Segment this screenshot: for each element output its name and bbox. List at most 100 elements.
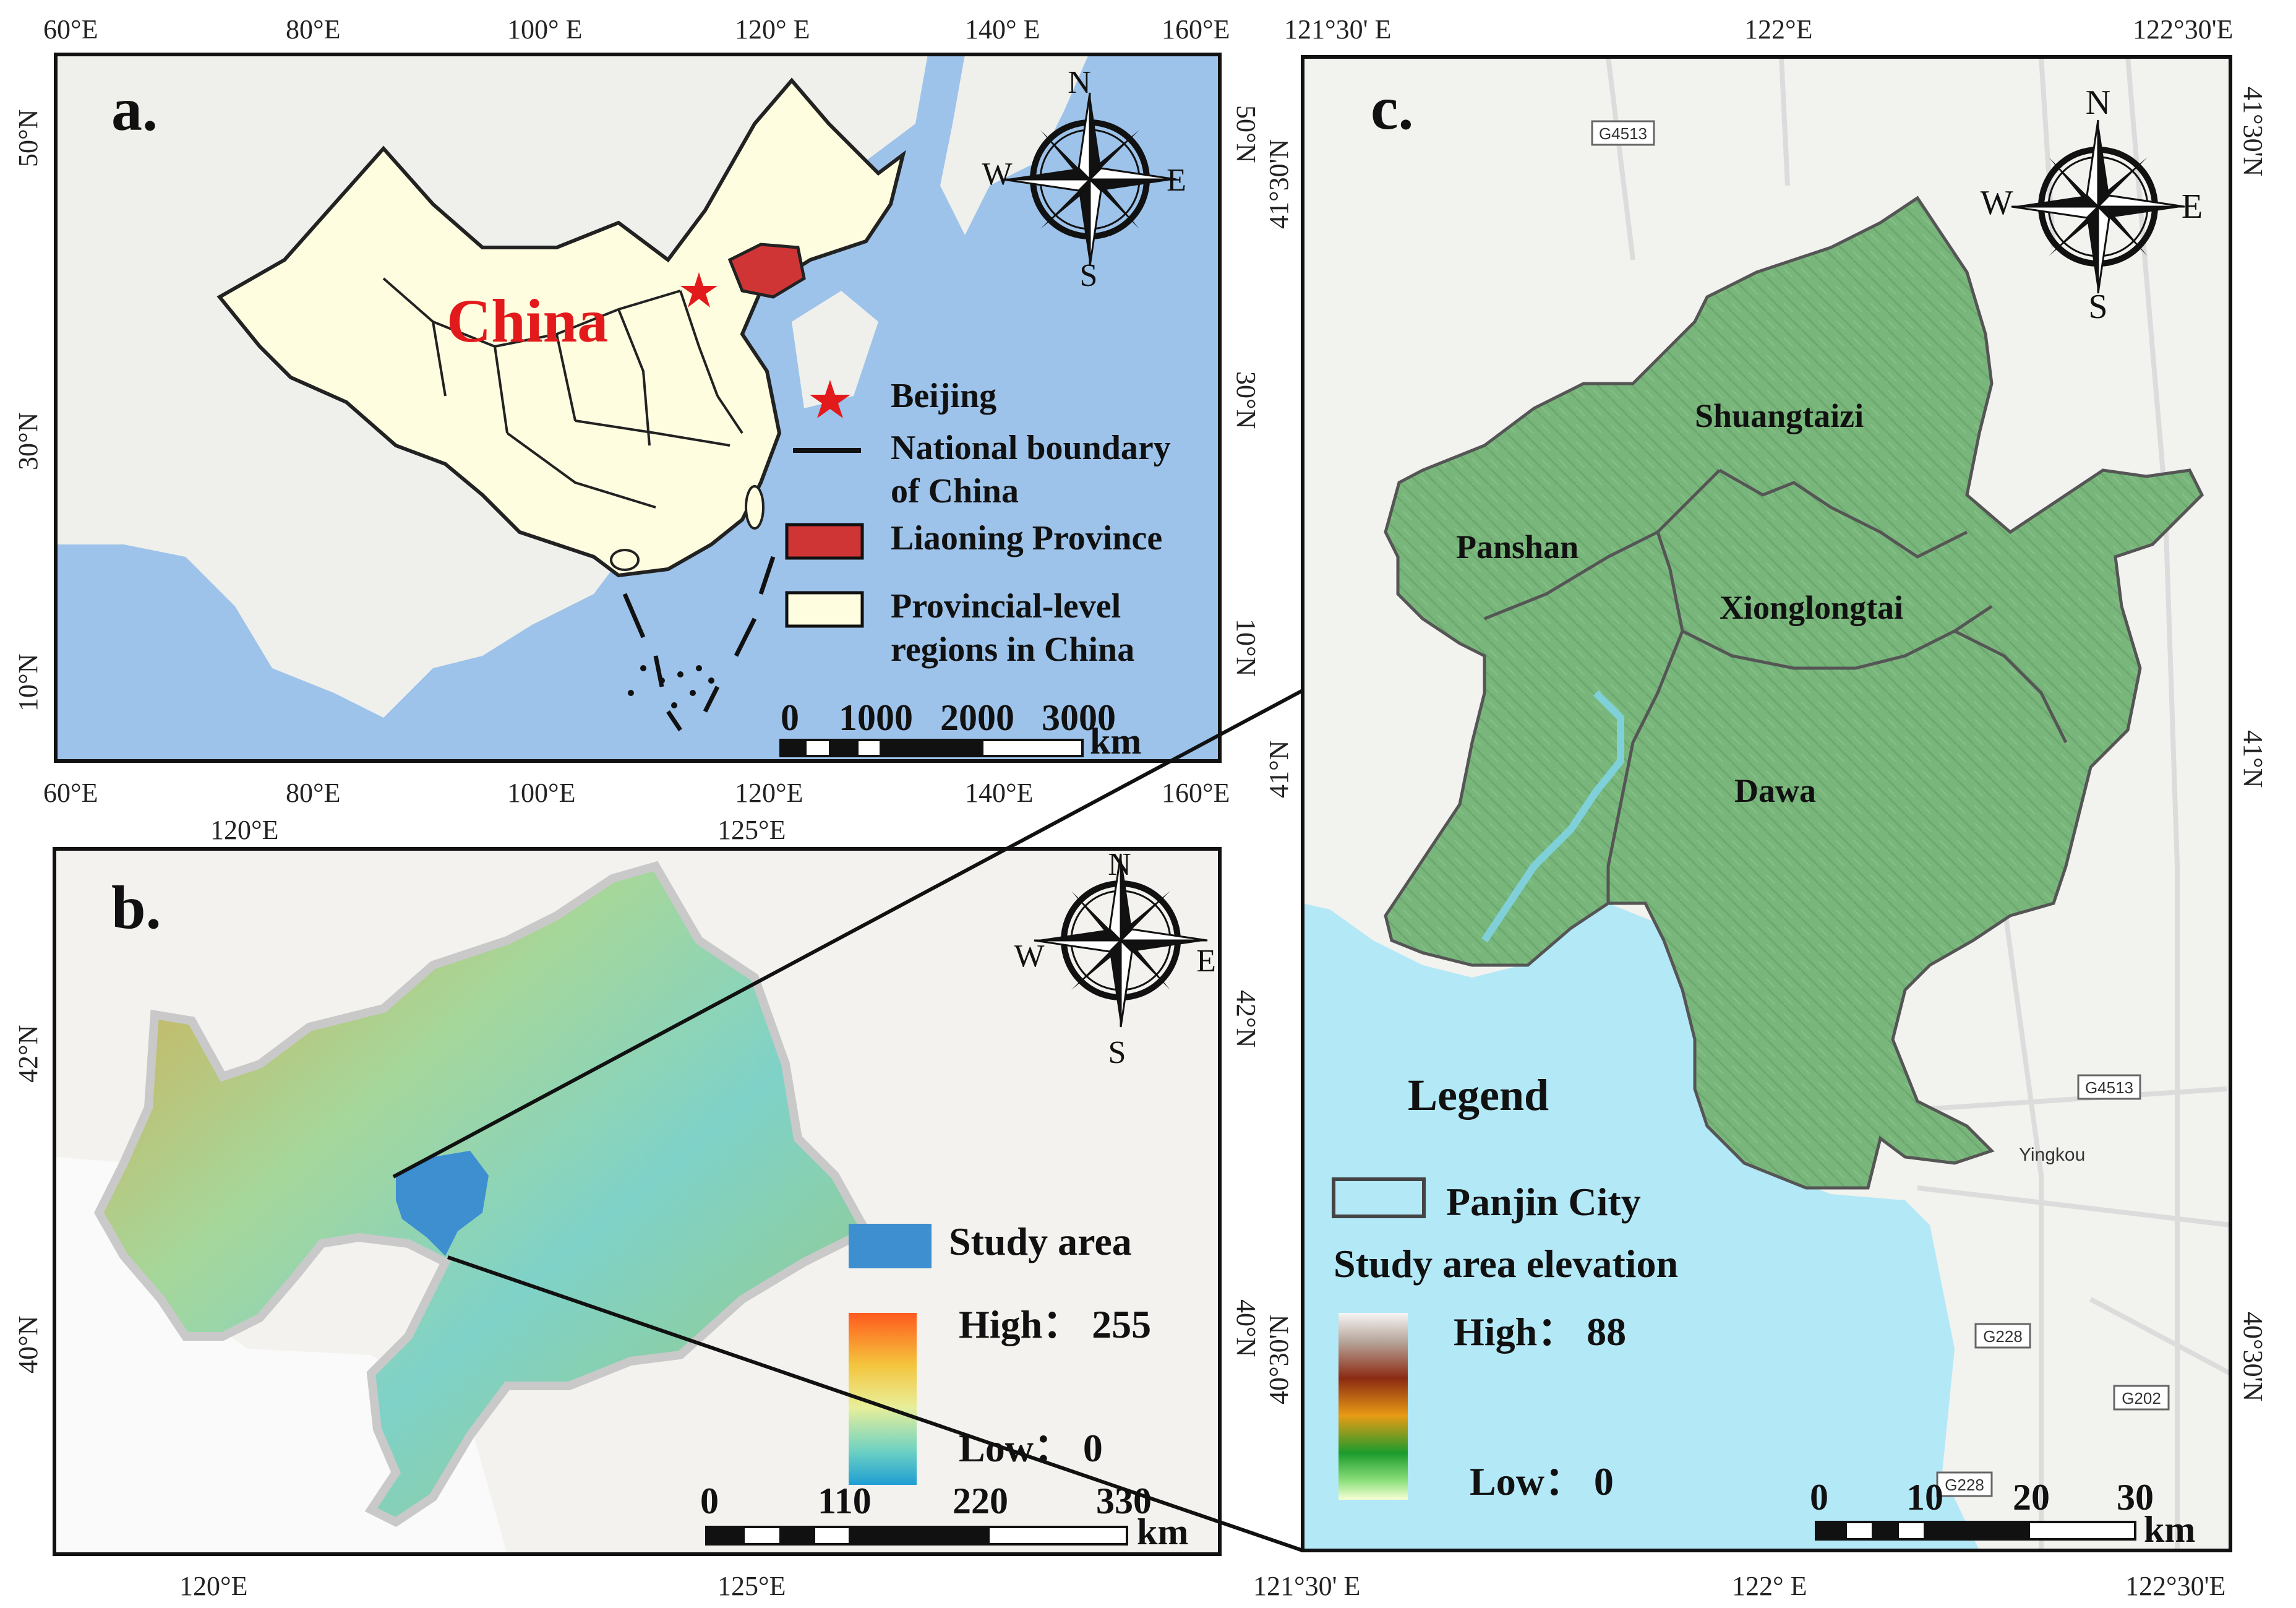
panel-b-compass-n: N xyxy=(1108,847,1131,882)
panel-b-legend-low: Low： 0 xyxy=(959,1426,1103,1470)
road-label-g4513-east: G4513 xyxy=(2085,1078,2133,1097)
panel-a-bottom-tick: 60°E xyxy=(43,778,98,808)
panel-c-scale-30: 30 xyxy=(2117,1477,2154,1518)
panel-b-study-area xyxy=(396,1151,489,1256)
panel-a-province-boundaries xyxy=(382,277,743,509)
panel-c-legend-elevation-title: Study area elevation xyxy=(1334,1242,1678,1286)
panel-c-legend-city: Panjin City xyxy=(1446,1180,1641,1224)
panel-c-legend-ramp xyxy=(1339,1313,1408,1500)
panel-c-sea xyxy=(1303,903,1979,1550)
panel-b-scale-220: 220 xyxy=(953,1481,1008,1521)
panel-a-scale-2000: 2000 xyxy=(940,697,1014,738)
panel-a: China a. N S E W Beijing National bounda… xyxy=(13,14,1261,808)
panel-a-legend-provincial-2: regions in China xyxy=(891,630,1134,669)
panel-b-scale-0: 0 xyxy=(700,1481,719,1521)
panel-b-legend-study-swatch xyxy=(849,1224,932,1268)
panel-a-legend-liaoning: Liaoning Province xyxy=(891,519,1162,557)
panel-a-left-tick: 10°N xyxy=(13,654,43,712)
panel-b-left-tick: 42°N xyxy=(13,1025,43,1083)
panel-a-bottom-tick: 140°E xyxy=(965,778,1033,808)
panel-a-top-tick: 60°E xyxy=(43,14,98,45)
panel-a-compass-s: S xyxy=(1080,258,1098,293)
panel-b-legend-study-area: Study area xyxy=(949,1219,1132,1263)
panel-b-compass-s: S xyxy=(1108,1035,1126,1070)
road-label-g202: G202 xyxy=(2122,1389,2161,1408)
panel-b-bottom-tick: 125°E xyxy=(718,1571,786,1601)
place-label-yingkou: Yingkou xyxy=(2019,1145,2085,1165)
panel-a-top-tick: 80°E xyxy=(286,14,340,45)
panel-b-right-tick: 42°N xyxy=(1231,990,1261,1047)
panel-c-right-tick: 41°N xyxy=(2238,730,2268,788)
panel-a-top-tick: 120° E xyxy=(735,14,810,45)
panel-b-top-tick: 125°E xyxy=(718,815,786,845)
panel-c-legend: Legend Panjin City Study area elevation … xyxy=(1332,1070,1678,1503)
panel-a-right-tick: 10°N xyxy=(1231,619,1261,676)
panel-c-scale-0: 0 xyxy=(1810,1477,1828,1518)
panel-a-bottom-tick: 160°E xyxy=(1162,778,1230,808)
panel-a-scale-3000: 3000 xyxy=(1042,697,1116,738)
panel-c-top-tick: 122°30'E xyxy=(2133,14,2233,45)
panel-a-scale-unit: km xyxy=(1090,721,1141,762)
panel-a-compass-n: N xyxy=(1068,65,1091,100)
panel-a-scale-1000: 1000 xyxy=(839,697,913,738)
panel-b-compass-w: W xyxy=(1014,939,1044,974)
panel-b-frame xyxy=(53,847,1222,1556)
panel-b-scale-bar: 0 110 220 330 km xyxy=(700,1481,1188,1552)
panel-a-legend-liaoning-swatch xyxy=(785,523,864,560)
panel-b: b. N S E W Study area High： 255 Low： 0 0… xyxy=(13,815,1261,1601)
panel-a-left-tick: 30°N xyxy=(13,413,43,470)
panel-a-right-tick: 50°N xyxy=(1231,105,1261,163)
panel-c-bottom-tick: 121°30' E xyxy=(1253,1571,1360,1601)
panel-b-right-tick: 40°N xyxy=(1231,1299,1261,1357)
panel-c-left-tick: 40°30'N xyxy=(1264,1315,1294,1404)
panel-c-compass-n: N xyxy=(2086,84,2110,122)
panel-a-frame xyxy=(54,53,1222,763)
panel-c-right-tick: 40°30'N xyxy=(2238,1312,2268,1401)
panel-a-korea-land xyxy=(792,291,878,408)
panel-c-bottom-tick: 122°30'E xyxy=(2125,1571,2225,1601)
panel-c-left-tick: 41°N xyxy=(1264,741,1294,798)
panel-b-label: b. xyxy=(111,873,161,942)
panel-c-scale-10: 10 xyxy=(1906,1477,1943,1518)
panel-a-legend: Beijing National boundary of China Liaon… xyxy=(785,377,1171,669)
panel-a-left-tick: 50°N xyxy=(13,110,43,167)
panel-b-legend: Study area High： 255 Low： 0 xyxy=(849,1219,1151,1485)
panel-a-legend-beijing: Beijing xyxy=(891,377,996,415)
panel-a-right-tick: 30°N xyxy=(1231,371,1261,429)
connector-lines xyxy=(392,689,1304,1552)
panel-a-hainan xyxy=(610,549,640,571)
panel-a-china-label: China xyxy=(447,286,608,355)
panel-a-liaoning xyxy=(727,243,806,299)
panel-a-taiwan xyxy=(745,485,765,530)
road-label-g4513-north: G4513 xyxy=(1599,124,1647,143)
panel-a-bottom-tick: 100°E xyxy=(507,778,575,808)
panel-c-right-tick: 41°30'N xyxy=(2238,87,2268,176)
panel-a-islands xyxy=(628,665,714,708)
panel-c-left-tick: 41°30'N xyxy=(1264,139,1294,229)
panel-c-roads xyxy=(1606,56,2232,1550)
panel-b-scale-110: 110 xyxy=(818,1481,872,1521)
panel-c-compass-e: E xyxy=(2182,187,2203,226)
panel-c-top-tick: 122°E xyxy=(1744,14,1812,45)
district-dawa: Dawa xyxy=(1734,772,1816,809)
panel-c-top-tick: 121°30' E xyxy=(1284,14,1391,45)
panel-c-label: c. xyxy=(1371,74,1413,142)
panel-c-river xyxy=(1481,690,1624,943)
panel-a-scale-bar: 0 1000 2000 3000 km xyxy=(779,697,1141,762)
panel-a-legend-boundary-1: National boundary xyxy=(891,429,1171,467)
panel-c-compass-s: S xyxy=(2088,288,2107,326)
panel-c-road-shields: G4513 G4513 G228 G202 G228 Yingkou xyxy=(1591,120,2170,1497)
road-label-g228-south: G228 xyxy=(1945,1476,1984,1494)
panel-b-scale-unit: km xyxy=(1137,1511,1188,1552)
panel-a-legend-provincial-1: Provincial-level xyxy=(891,587,1121,626)
panel-a-top-tick: 100° E xyxy=(507,14,582,45)
panel-b-left-tick: 40°N xyxy=(13,1316,43,1374)
panel-c-scale-bar: 0 10 20 30 km xyxy=(1810,1477,2195,1550)
district-xionglongtai: Xionglongtai xyxy=(1720,589,1903,626)
panel-a-legend-star-icon xyxy=(810,380,850,418)
panel-b-legend-high: High： 255 xyxy=(959,1302,1151,1346)
panel-a-label: a. xyxy=(111,75,158,144)
panel-a-bottom-tick: 120°E xyxy=(735,778,803,808)
panel-a-legend-provincial-swatch xyxy=(785,591,864,628)
